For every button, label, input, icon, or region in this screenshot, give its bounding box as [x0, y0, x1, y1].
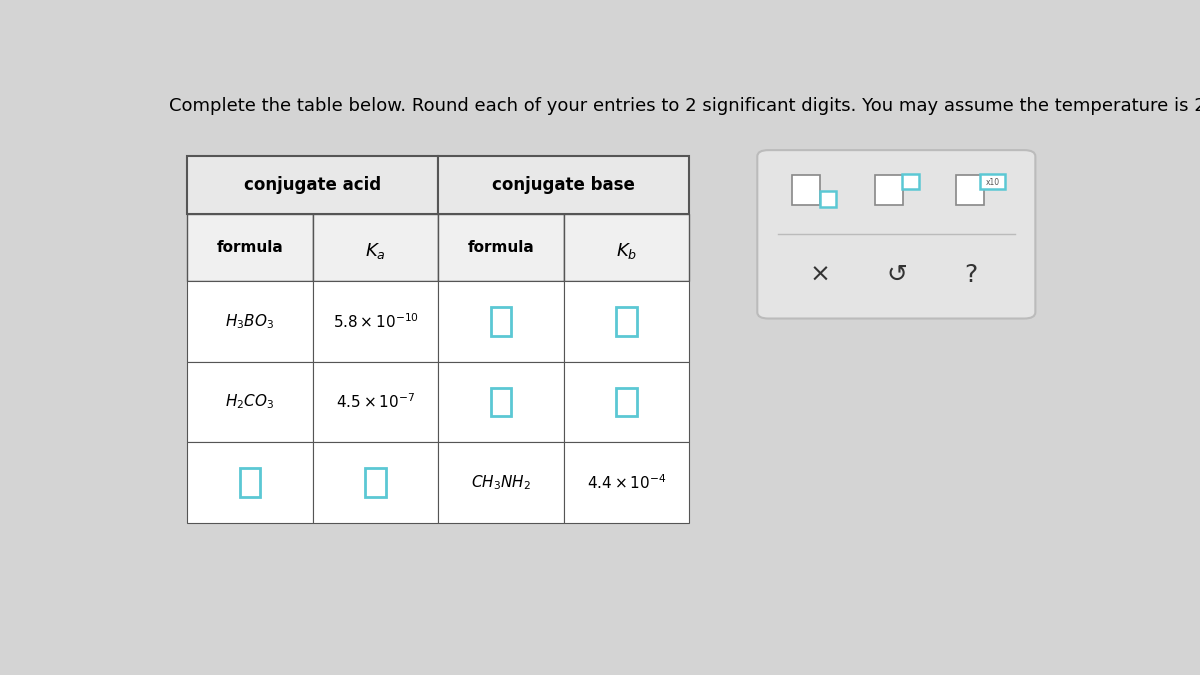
FancyBboxPatch shape: [564, 281, 690, 362]
FancyBboxPatch shape: [491, 387, 511, 416]
Text: conjugate acid: conjugate acid: [244, 176, 382, 194]
Text: $4.5 \times 10^{-7}$: $4.5 \times 10^{-7}$: [336, 393, 415, 411]
FancyBboxPatch shape: [187, 213, 313, 281]
FancyBboxPatch shape: [617, 387, 637, 416]
Text: ×: ×: [809, 263, 830, 287]
FancyBboxPatch shape: [313, 362, 438, 442]
Text: ↺: ↺: [887, 263, 907, 287]
FancyBboxPatch shape: [438, 281, 564, 362]
FancyBboxPatch shape: [187, 281, 313, 362]
FancyBboxPatch shape: [313, 213, 438, 281]
FancyBboxPatch shape: [564, 442, 690, 523]
Text: $K_a$: $K_a$: [365, 242, 386, 261]
Text: $H_2CO_3$: $H_2CO_3$: [226, 393, 275, 411]
Text: $4.4 \times 10^{-4}$: $4.4 \times 10^{-4}$: [587, 473, 666, 492]
FancyBboxPatch shape: [564, 362, 690, 442]
Text: Complete the table below. Round each of your entries to 2 significant digits. Yo: Complete the table below. Round each of …: [168, 97, 1200, 115]
FancyBboxPatch shape: [617, 307, 637, 335]
FancyBboxPatch shape: [438, 362, 564, 442]
Text: $5.8 \times 10^{-10}$: $5.8 \times 10^{-10}$: [332, 312, 419, 331]
Text: formula: formula: [217, 240, 283, 255]
FancyBboxPatch shape: [187, 442, 313, 523]
Text: ?: ?: [965, 263, 978, 287]
FancyBboxPatch shape: [365, 468, 385, 497]
FancyBboxPatch shape: [438, 213, 564, 281]
FancyBboxPatch shape: [902, 173, 919, 189]
FancyBboxPatch shape: [240, 468, 260, 497]
FancyBboxPatch shape: [792, 175, 820, 205]
FancyBboxPatch shape: [820, 191, 836, 207]
Text: $CH_3NH_2$: $CH_3NH_2$: [472, 473, 532, 492]
Text: $K_b$: $K_b$: [616, 242, 637, 261]
FancyBboxPatch shape: [980, 173, 1004, 189]
Text: formula: formula: [468, 240, 534, 255]
FancyBboxPatch shape: [757, 150, 1036, 319]
Text: x10: x10: [985, 178, 1000, 187]
FancyBboxPatch shape: [313, 281, 438, 362]
FancyBboxPatch shape: [313, 442, 438, 523]
FancyBboxPatch shape: [438, 442, 564, 523]
FancyBboxPatch shape: [438, 157, 690, 213]
FancyBboxPatch shape: [187, 157, 438, 213]
FancyBboxPatch shape: [876, 175, 904, 205]
Text: conjugate base: conjugate base: [492, 176, 635, 194]
FancyBboxPatch shape: [491, 307, 511, 335]
FancyBboxPatch shape: [187, 362, 313, 442]
Text: $H_3BO_3$: $H_3BO_3$: [226, 312, 275, 331]
FancyBboxPatch shape: [564, 213, 690, 281]
FancyBboxPatch shape: [956, 175, 984, 205]
